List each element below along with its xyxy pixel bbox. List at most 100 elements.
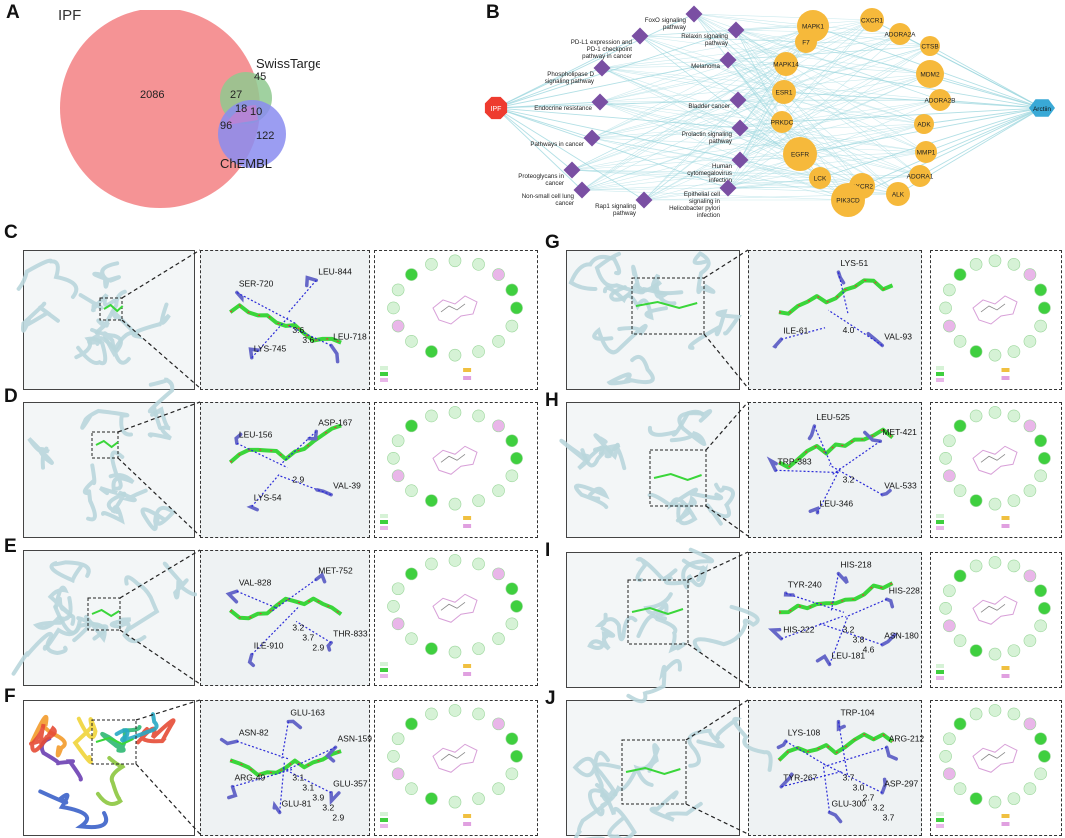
venn-count-swiss-only: 45 [254,71,266,83]
docking-j: ASP-297 GLU-300 TYR-267 LYS-108 TRP-104 ARG-2… [572,699,1051,838]
network-edges [495,13,1043,201]
docking-c: LEU-718 LYS-745 SER-720 LEU-844 3.63.6 [16,249,523,389]
residue-label: MET-752 [318,565,353,575]
panel-g-3d-interaction [748,250,922,390]
network-node-target: ALK [886,182,910,206]
svg-text:ADORA2A: ADORA2A [884,32,916,39]
docking-h: VAL-533 LEU-346 TRP-383 LEU-525 MET-421 3.2 [559,401,1051,537]
venn-label-swisstarget: SwissTarget [256,56,320,71]
distance-label: 3.7 [843,772,855,782]
svg-text:F7: F7 [802,40,810,47]
network-node-pathway: FoxO signaling pathway [645,5,703,31]
residue-label: LEU-156 [239,429,273,439]
network-node-target: F7 [795,31,817,53]
residue-label: GLU-300 [832,798,867,808]
residue-label: VAL-828 [239,577,272,587]
residue-label: ASN-180 [884,631,919,641]
residue-label: ASP-167 [318,417,352,427]
residue-label: ILE-61 [783,325,808,335]
network-node-pathway: Epithelial cell signaling in Helicobacter … [669,179,737,219]
residue-label: VAL-39 [333,481,361,491]
network-node-target: ADK [914,114,934,134]
panel-c-3d-interaction [200,250,370,390]
network-node-pathway: Endocrine resistance [534,93,609,112]
distance-label: 3.1 [292,772,304,782]
network-node-target: EGFR [783,137,817,171]
residue-label: HIS-218 [840,560,871,570]
panel-label-j: J [545,688,556,709]
network-node-pathway: Melanoma [691,51,737,70]
network-node-target: CTSB [920,36,940,56]
docking-g: VAL-93 ILE-61 LYS-51 4.0 [568,249,1051,389]
residue-label: ILE-910 [254,641,284,651]
svg-text:Bladder cancer: Bladder cancer [688,103,730,110]
residue-label: TRP-383 [778,456,812,466]
network-node-pathway: Human cytomegalovirus infection [687,151,749,184]
svg-text:ADORA1: ADORA1 [907,174,934,181]
network-node-pathway: Rap1 signaling pathway [595,191,653,217]
panel-label-h: H [545,390,559,411]
venn-circle-ipf [60,10,260,208]
venn-count-chembl-only: 122 [256,130,274,142]
svg-text:ESR1: ESR1 [776,90,793,97]
residue-label: LYS-108 [788,727,821,737]
venn-count-ipf-only: 2086 [140,89,164,101]
residue-label: HIS-222 [783,625,814,635]
network-node-pathway: Non-small cell lung cancer [522,181,591,207]
residue-label: TYR-240 [788,579,822,589]
residue-label: TRP-104 [840,708,874,718]
distance-label: 3.7 [883,812,895,822]
network-node-target: ADORA2B [924,89,956,111]
panel-label-b: B [486,2,500,23]
distance-label: 3.2 [873,802,885,812]
residue-label: LYS-51 [840,258,868,268]
residue-label: ASN-159 [338,733,373,743]
venn-diagram: IPF SwissTarget ChEMBL 2086 45 122 27 96… [58,10,320,208]
distance-label: 2.9 [312,642,324,652]
residue-label: LEU-346 [820,499,854,509]
residue-label: GLU-357 [333,779,368,789]
panel-d-3d-interaction [200,402,370,538]
residue-label: LEU-844 [318,266,352,276]
network-node-target: ESR1 [772,80,796,104]
svg-text:MDM2: MDM2 [920,72,940,79]
distance-label: 2.9 [332,812,344,822]
distance-label: 3.8 [853,634,865,644]
distance-label: 3.9 [312,792,324,802]
distance-label: 3.2 [843,474,855,484]
svg-text:CXCR2: CXCR2 [851,184,873,191]
svg-text:EGFR: EGFR [791,152,809,159]
docking-d: VAL-39 LYS-54 LEU-156 ASP-167 2.9 [27,377,523,537]
ligand-sticks [778,427,894,470]
residue-label: HIS-228 [889,585,920,595]
network-node-target: LCK [809,167,831,189]
residue-label: VAL-533 [884,481,917,491]
docking-f: GLU-357 GLU-81 ARG-49 ASN-82 GLU-163 ASN-159 3… [29,699,523,835]
svg-text:ADORA2B: ADORA2B [924,98,955,105]
ligand-sticks [229,303,342,345]
ligand-sticks [228,596,343,621]
panel-label-i: I [545,540,551,561]
panel-label-f: F [4,686,16,707]
venn-count-swiss-chembl: 10 [250,106,262,118]
network-nodes: IPF Arctiin FoxO signaling pathway PD-L1 exp… [484,5,1055,219]
network-node-target: MMP1 [915,141,937,163]
panel-label-e: E [4,536,17,557]
residue-label: ASN-82 [239,727,269,737]
panel-e-protein-view [23,550,195,686]
ligand-sticks [778,581,894,615]
network-node-pathway: Proteoglycans in cancer [518,161,581,187]
network-node-drug: Arctiin [1029,99,1055,117]
venn-count-ipf-chembl: 96 [220,120,232,132]
network-diagram: IPF Arctiin FoxO signaling pathway PD-L1 exp… [484,5,1055,219]
distance-label: 3.2 [322,802,334,812]
ligand-sticks [229,749,342,777]
panel-i-protein-view [566,552,740,688]
svg-text:IPF: IPF [491,106,502,113]
